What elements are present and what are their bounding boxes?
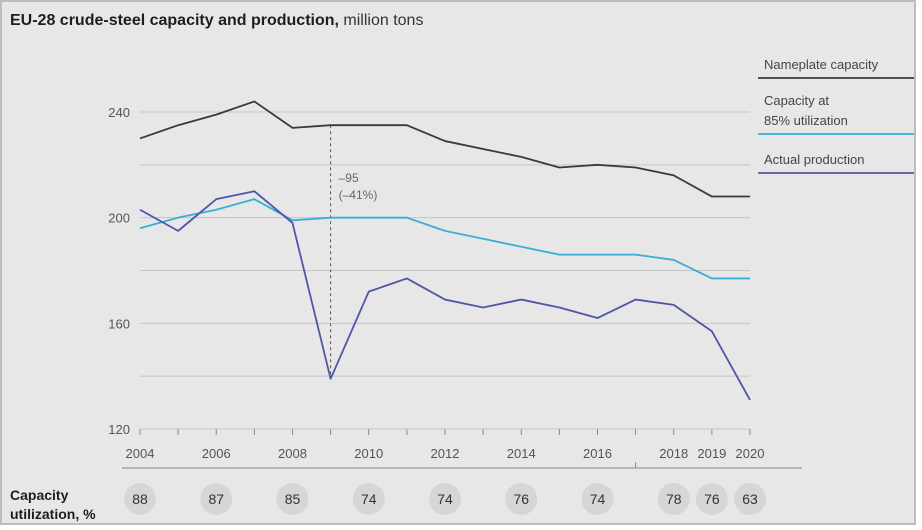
utilization-value: 63 xyxy=(742,491,758,507)
chart-title-unit: million tons xyxy=(338,12,424,29)
utilization-value: 87 xyxy=(208,491,224,507)
x-tick-label: 2010 xyxy=(354,446,383,461)
utilization-value: 76 xyxy=(513,491,529,507)
y-tick-label: 120 xyxy=(108,422,130,437)
utilization-value: 74 xyxy=(437,491,453,507)
y-tick-label: 200 xyxy=(108,211,130,226)
utilization-value: 76 xyxy=(704,491,720,507)
annotation-label: –95 xyxy=(339,171,359,185)
capacity-utilization-label-line2: utilization, % xyxy=(10,506,96,522)
x-tick-label: 2016 xyxy=(583,446,612,461)
legend-label: Actual production xyxy=(764,152,864,167)
utilization-value: 74 xyxy=(361,491,377,507)
y-tick-label: 160 xyxy=(108,316,130,331)
series-line xyxy=(139,100,750,198)
x-tick-label: 2020 xyxy=(736,446,765,461)
utilization-bubble xyxy=(200,483,233,515)
series-line xyxy=(139,190,751,401)
y-tick-label: 240 xyxy=(108,105,130,120)
x-tick-label: 2018 xyxy=(659,446,688,461)
x-tick-label: 2014 xyxy=(507,446,536,461)
utilization-bubble xyxy=(581,483,614,515)
utilization-bubble xyxy=(505,483,538,515)
utilization-bubble xyxy=(734,483,766,515)
utilization-bubble xyxy=(429,483,461,515)
utilization-bubble xyxy=(695,483,728,515)
x-tick-label: 2019 xyxy=(697,446,726,461)
x-tick-label: 2012 xyxy=(431,446,460,461)
x-tick-label: 2006 xyxy=(202,446,231,461)
legend-label: Capacity at xyxy=(764,93,829,108)
utilization-value: 78 xyxy=(666,491,682,507)
capacity-utilization-label-line1: Capacity xyxy=(10,487,69,503)
utilization-bubble xyxy=(657,483,690,515)
utilization-bubble xyxy=(352,483,385,515)
utilization-value: 88 xyxy=(132,491,148,507)
utilization-bubble xyxy=(276,483,309,515)
x-tick-label: 2004 xyxy=(126,446,155,461)
capacity-utilization-label: Capacity utilization, % xyxy=(10,486,96,524)
annotation-label: (–41%) xyxy=(339,188,378,202)
utilization-value: 85 xyxy=(285,491,301,507)
chart-title-main: EU-28 crude-steel capacity and productio… xyxy=(10,12,339,29)
x-tick-label: 2008 xyxy=(278,446,307,461)
legend-label: Nameplate capacity xyxy=(764,57,879,72)
legend-label: 85% utilization xyxy=(764,113,848,128)
chart-title: EU-28 crude-steel capacity and productio… xyxy=(10,12,423,30)
utilization-bubble xyxy=(124,483,156,515)
utilization-value: 74 xyxy=(590,491,606,507)
series-line xyxy=(139,198,750,280)
